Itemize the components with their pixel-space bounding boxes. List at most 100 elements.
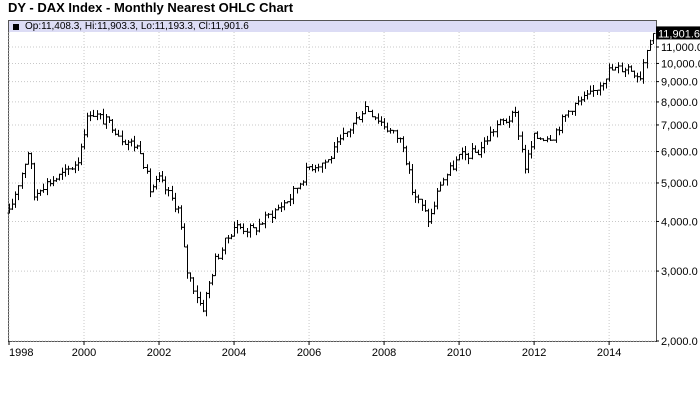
ohlc-bar	[507, 115, 512, 128]
y-tick-label: 3,000.0	[661, 266, 698, 278]
ohlc-bar	[82, 129, 87, 150]
ohlc-bar	[616, 62, 621, 74]
x-tick-label: 1998	[9, 347, 33, 359]
ohlc-bar	[195, 285, 200, 304]
ohlc-bar	[204, 291, 209, 317]
last-price-badge-bg	[656, 26, 700, 40]
ohlc-bar	[45, 178, 50, 196]
ohlc-bar	[157, 172, 162, 182]
ohlc-bar	[145, 164, 150, 174]
ohlc-bar	[410, 163, 415, 196]
ohlc-bar	[98, 112, 103, 120]
ohlc-bar	[107, 116, 112, 124]
ohlc-bar	[132, 135, 137, 152]
x-tick-label: 2004	[222, 347, 246, 359]
ohlc-bar	[607, 63, 612, 82]
ohlc-bar	[238, 223, 243, 230]
chart-title: DY - DAX Index - Monthly Nearest OHLC Ch…	[8, 0, 294, 15]
plot-area	[8, 20, 657, 342]
ohlc-bar	[585, 90, 590, 100]
ohlc-bar	[351, 122, 356, 134]
ohlc-bar	[76, 157, 81, 171]
ohlc-bar	[404, 145, 409, 166]
ohlc-bar	[257, 218, 262, 233]
ohlc-bar	[529, 140, 534, 159]
y-tick-label: 9,000.0	[661, 77, 698, 89]
y-tick-label: 8,000.0	[661, 97, 698, 109]
y-tick-label: 7,000.0	[661, 120, 698, 132]
ohlc-bar	[288, 193, 293, 206]
ohlc-bar	[332, 141, 337, 159]
ohlc-bar	[582, 91, 587, 102]
ohlc-bar	[23, 163, 28, 179]
ohlc-bar	[476, 149, 481, 156]
ohlc-bar	[623, 67, 628, 77]
ohlc-bar	[366, 106, 371, 113]
ohlc-bar	[154, 175, 159, 190]
ohlc-bar	[226, 235, 231, 244]
ohlc-bar	[54, 177, 59, 182]
ohlc-bar	[176, 205, 181, 214]
x-axis-ticks: 1998 2000 2002 2004 2006 2008 2010 2012 2014	[8, 341, 621, 359]
y-tick-label: 6,000.0	[661, 147, 698, 159]
ohlc-bar	[516, 110, 521, 140]
ohlc-bar	[95, 110, 100, 121]
ohlc-bar	[216, 253, 221, 260]
ohlc-bar	[488, 126, 493, 142]
ohlc-bar	[163, 176, 168, 195]
ohlc-bar	[341, 127, 346, 141]
ohlc-bar	[129, 138, 134, 147]
ohlc-bar	[110, 118, 115, 133]
x-tick-label: 2014	[597, 347, 621, 359]
ohlc-bar	[466, 152, 471, 165]
ohlc-bar	[629, 65, 634, 72]
ohlc-bar	[185, 244, 190, 279]
ohlc-bar	[120, 130, 125, 146]
ohlc-bar	[432, 201, 437, 215]
ohlc-bar	[382, 118, 387, 130]
ohlc-bar	[441, 177, 446, 186]
last-price-badge: 11,901.6	[656, 26, 700, 40]
ohlc-bar	[88, 111, 93, 122]
ohlc-bar	[116, 129, 121, 137]
ohlc-bar	[395, 129, 400, 143]
ohlc-bar	[620, 62, 625, 73]
ohlc-bars	[7, 32, 656, 317]
ohlc-bar	[338, 134, 343, 145]
ohlc-bar	[223, 237, 228, 255]
ohlc-bar	[363, 101, 368, 115]
y-tick-label: 11,000.0	[661, 42, 700, 54]
ohlc-bar	[148, 168, 153, 198]
ohlc-bar	[526, 149, 531, 174]
ohlc-bar	[73, 161, 78, 174]
ohlc-readout: Op:11,408.3, Hi:11,903.3, Lo:11,193.3, C…	[25, 21, 249, 32]
ohlc-bar	[201, 299, 206, 313]
x-tick-label: 2006	[297, 347, 321, 359]
series-marker-icon	[13, 24, 19, 30]
ohlc-bar	[263, 211, 268, 229]
ohlc-bar	[166, 186, 171, 197]
last-price-label: 11,901.6	[658, 28, 700, 40]
ohlc-bar	[101, 108, 106, 125]
ohlc-bar	[407, 161, 412, 174]
ohlc-bar	[282, 199, 287, 211]
ohlc-bar	[573, 102, 578, 116]
ohlc-bar	[416, 194, 421, 204]
ohlc-bar	[188, 272, 193, 282]
grid-lines	[8, 32, 656, 342]
ohlc-bar	[579, 96, 584, 106]
ohlc-bar	[266, 212, 271, 219]
ohlc-bar	[454, 156, 459, 172]
ohlc-bar	[457, 153, 462, 161]
ohlc-bar	[566, 110, 571, 118]
ohlc-bar	[220, 247, 225, 261]
ohlc-bar	[491, 128, 496, 137]
ohlc-bar	[360, 111, 365, 123]
ohlc-bar	[560, 114, 565, 134]
ohlc-bar	[32, 162, 37, 201]
y-tick-label: 4,000.0	[661, 216, 698, 228]
ohlc-bar	[635, 72, 640, 83]
ohlc-bar	[604, 78, 609, 89]
ohlc-bar	[7, 203, 12, 214]
